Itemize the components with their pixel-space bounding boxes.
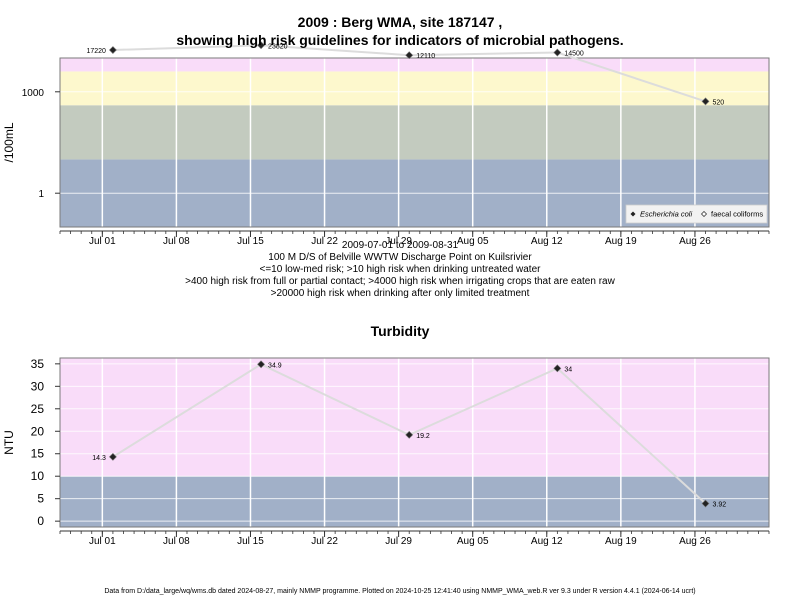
ecoli-legend-label: Escherichia coli bbox=[640, 210, 692, 219]
turbidity-x-tick-label: Jul 15 bbox=[237, 536, 264, 547]
turbidity-data-point bbox=[257, 360, 265, 369]
turbidity-y-tick-label: 35 bbox=[31, 357, 45, 371]
chart-subtitle: showing high risk guidelines for indicat… bbox=[176, 32, 624, 48]
turbidity-y-tick-label: 20 bbox=[31, 424, 45, 438]
turbidity-x-tick-label: Jul 22 bbox=[311, 536, 338, 547]
chart-title: 2009 : Berg WMA, site 187147 , bbox=[297, 14, 503, 30]
guideline-caption-3: >20000 high risk when drinking after onl… bbox=[270, 288, 530, 299]
turbidity-data-label: 34.9 bbox=[268, 362, 282, 369]
turbidity-y-tick-label: 15 bbox=[31, 447, 45, 461]
ecoli-y-tick-label: 1000 bbox=[22, 88, 45, 99]
turbidity-y-tick-label: 25 bbox=[31, 402, 45, 416]
turbidity-y-tick-label: 10 bbox=[31, 469, 45, 483]
guideline-caption-1: <=10 low-med risk; >10 high risk when dr… bbox=[259, 264, 541, 275]
ecoli-legend-box bbox=[625, 204, 768, 224]
turbidity-data-point bbox=[405, 430, 414, 439]
ecoli-legend-label: faecal coliforms bbox=[711, 210, 763, 219]
turbidity-y-tick-label: 5 bbox=[37, 492, 44, 506]
ecoli-legend-marker-open bbox=[701, 211, 707, 217]
ecoli-risk-band-3 bbox=[60, 58, 769, 72]
turbidity-data-label: 34 bbox=[564, 366, 572, 373]
site-description-caption: 100 M D/S of Belville WWTW Discharge Poi… bbox=[268, 252, 532, 263]
turbidity-x-tick-label: Aug 12 bbox=[531, 536, 563, 547]
ecoli-x-tick-label: Aug 19 bbox=[605, 236, 637, 247]
ecoli-x-tick-label: Jul 08 bbox=[163, 236, 190, 247]
turbidity-x-tick-label: Jul 08 bbox=[163, 536, 190, 547]
ecoli-legend-marker-filled bbox=[630, 211, 636, 217]
ecoli-x-tick-label: Aug 26 bbox=[679, 236, 711, 247]
turbidity-data-point bbox=[108, 452, 117, 461]
footer-note: Data from D:/data_large/wq/wms.db dated … bbox=[104, 588, 696, 595]
ecoli-data-point bbox=[553, 48, 562, 57]
turbidity-x-tick-label: Jul 29 bbox=[385, 536, 412, 547]
turbidity-data-point bbox=[553, 364, 562, 373]
turbidity-data-point bbox=[701, 499, 710, 508]
turbidity-y-tick-label: 0 bbox=[37, 514, 44, 528]
turbidity-data-label: 3.92 bbox=[713, 502, 727, 509]
ecoli-x-tick-label: Jul 22 bbox=[311, 236, 338, 247]
ecoli-y-tick-label: 1 bbox=[38, 189, 44, 200]
turbidity-x-tick-label: Jul 01 bbox=[89, 536, 116, 547]
guideline-caption-2: >400 high risk from full or partial cont… bbox=[185, 276, 615, 287]
turbidity-title: Turbidity bbox=[370, 323, 430, 339]
ecoli-x-tick-label: Aug 05 bbox=[457, 236, 489, 247]
turbidity-x-tick-label: Aug 05 bbox=[457, 536, 489, 547]
turbidity-risk-band-1 bbox=[60, 358, 769, 477]
ecoli-plot-frame bbox=[59, 57, 770, 228]
turbidity-y-tick-label: 30 bbox=[31, 379, 45, 393]
ecoli-y-axis-label: /100mL bbox=[2, 122, 16, 162]
ecoli-data-label: 17220 bbox=[86, 48, 106, 55]
ecoli-data-point bbox=[108, 46, 117, 54]
ecoli-data-label: 23820 bbox=[268, 43, 288, 50]
ecoli-data-point bbox=[257, 41, 265, 50]
turbidity-data-label: 14.3 bbox=[92, 455, 106, 462]
turbidity-plot-frame bbox=[59, 357, 770, 528]
ecoli-data-label: 12110 bbox=[416, 53, 435, 60]
ecoli-data-label: 14500 bbox=[564, 51, 584, 58]
ecoli-risk-band-2 bbox=[60, 71, 769, 106]
ecoli-data-point bbox=[701, 97, 710, 106]
date-range-caption: 2009-07-01 to 2009-08-31 bbox=[341, 240, 459, 251]
turbidity-y-axis-label: NTU bbox=[2, 430, 16, 455]
ecoli-x-tick-label: Jul 29 bbox=[385, 236, 412, 247]
ecoli-data-point bbox=[405, 51, 414, 60]
turbidity-x-tick-label: Aug 26 bbox=[679, 536, 711, 547]
turbidity-data-label: 19.2 bbox=[416, 433, 430, 440]
turbidity-risk-band-0 bbox=[60, 476, 769, 527]
ecoli-x-tick-label: Jul 15 bbox=[237, 236, 264, 247]
ecoli-risk-band-1 bbox=[60, 105, 769, 160]
ecoli-x-tick-label: Jul 01 bbox=[89, 236, 116, 247]
turbidity-x-tick-label: Aug 19 bbox=[605, 536, 637, 547]
ecoli-data-label: 520 bbox=[713, 99, 725, 106]
ecoli-x-tick-label: Aug 12 bbox=[531, 236, 563, 247]
